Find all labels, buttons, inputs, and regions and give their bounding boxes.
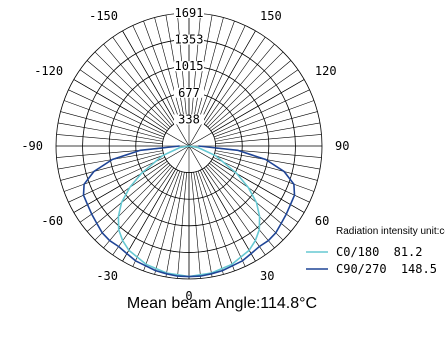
major-spoke-line <box>188 79 305 147</box>
radial-tick-label: 1015 <box>175 59 204 73</box>
angle-tick-label: 30 <box>260 269 274 283</box>
caption-value: 114.8 <box>260 295 299 312</box>
legend-beam-angle: 148.5 <box>401 262 437 276</box>
angle-tick-label: 120 <box>315 64 337 78</box>
angle-tick-label: -60 <box>41 214 63 228</box>
legend-label-c90-270: C90/270 148.5 <box>336 262 437 276</box>
polar-grid <box>55 12 323 280</box>
legend-label-c0-180: C0/180 81.2 <box>336 245 423 259</box>
angle-tick-label: -120 <box>34 64 63 78</box>
radial-tick-label: 1353 <box>175 33 204 47</box>
angle-tick-label: -30 <box>96 269 118 283</box>
radial-label-backing <box>174 61 204 72</box>
angle-tick-label: 60 <box>315 214 329 228</box>
radial-label-backing <box>174 8 204 18</box>
radial-tick-label: 1691 <box>175 6 204 20</box>
major-spoke-line <box>188 30 256 147</box>
radial-label-backing <box>174 114 204 125</box>
legend-series-name: C90/270 <box>336 262 387 276</box>
radial-tick-label: 677 <box>178 86 200 100</box>
major-spoke-line <box>73 145 190 213</box>
legend: Radiation intensity unit:cd C0/180 81.2 … <box>306 226 445 276</box>
radial-label-backing <box>174 87 204 98</box>
major-spoke-line <box>122 30 190 147</box>
legend-series-name: C0/180 <box>336 245 379 259</box>
intensity-curves <box>82 145 296 278</box>
legend-title: Radiation intensity unit:cd <box>336 226 445 237</box>
angle-tick-labels: -150 150 -120 120 -90 90 -60 60 -30 30 0 <box>21 9 349 303</box>
radial-tick-label: 338 <box>178 112 200 126</box>
angle-tick-label: -150 <box>89 9 118 23</box>
angle-tick-label: 0 <box>185 289 192 303</box>
angle-tick-label: 90 <box>335 139 349 153</box>
radial-label-backing <box>174 34 204 45</box>
legend-beam-angle: 81.2 <box>394 245 423 259</box>
radial-tick-labels: 338 677 1015 1353 1691 <box>174 6 204 126</box>
mean-beam-angle-caption: Mean beam Angle:114.8°C <box>127 295 317 312</box>
major-spoke-line <box>188 145 256 262</box>
major-spoke-line <box>188 145 305 213</box>
curve-C90-270 <box>82 145 296 278</box>
caption-label: Mean beam Angle: <box>127 295 260 312</box>
angle-tick-label: -90 <box>21 139 43 153</box>
angle-tick-label: 150 <box>260 9 282 23</box>
caption-unit: °C <box>299 295 317 312</box>
major-spoke-line <box>73 79 190 147</box>
major-spoke-line <box>122 145 190 262</box>
